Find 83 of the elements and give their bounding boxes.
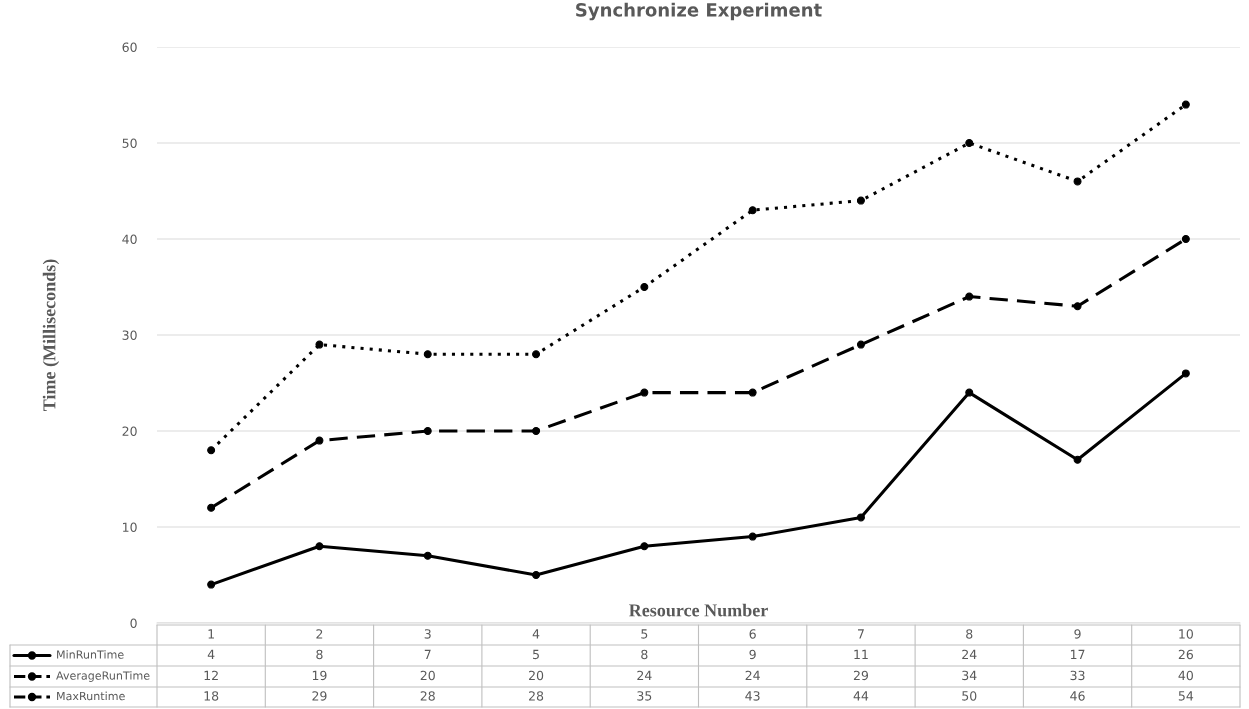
data-label: 18 — [204, 691, 219, 701]
y-axis-title: Time (Milliseconds) — [42, 259, 60, 412]
point — [423, 551, 432, 560]
x-tick-label: 3 — [424, 629, 431, 639]
x-axis-title: Resource Number — [629, 603, 768, 617]
data-label: 50 — [962, 691, 977, 701]
point — [965, 388, 974, 397]
data-label: 24 — [637, 670, 652, 680]
data-label: 34 — [962, 670, 977, 681]
legend-label: AverageRunTime — [56, 671, 150, 682]
data-label: 35 — [637, 691, 652, 701]
y-tick-label: 20 — [122, 426, 137, 436]
point — [532, 427, 541, 435]
data-label: 4 — [207, 649, 215, 659]
x-tick-label: 7 — [858, 629, 864, 639]
x-tick-label: 4 — [532, 629, 540, 639]
data-label: 44 — [853, 691, 869, 701]
data-label: 12 — [204, 670, 218, 680]
data-label: 17 — [1070, 649, 1085, 659]
point — [856, 196, 865, 205]
data-label: 28 — [529, 691, 544, 701]
y-tick-label: 50 — [122, 138, 137, 148]
point — [532, 350, 541, 359]
point — [315, 436, 324, 445]
point — [1181, 235, 1190, 243]
data-label: 24 — [745, 670, 760, 680]
y-tick-label: 60 — [122, 42, 137, 52]
data-label: 20 — [529, 670, 544, 681]
point — [856, 340, 865, 349]
point — [640, 542, 649, 551]
legend-label: MaxRuntime — [57, 691, 125, 701]
point — [965, 292, 974, 301]
data-label: 5 — [533, 649, 539, 660]
point — [207, 580, 216, 589]
point — [315, 542, 324, 551]
point — [423, 427, 432, 435]
point — [856, 513, 865, 522]
point — [748, 206, 757, 215]
data-label: 8 — [316, 649, 323, 660]
point — [965, 139, 974, 147]
x-tick-label: 2 — [316, 629, 323, 639]
legend-label: MinRunTime — [57, 650, 124, 659]
chart-title: Synchronize Experiment — [576, 2, 822, 21]
point — [748, 532, 757, 541]
data-label: 19 — [312, 670, 327, 681]
y-tick-label: 30 — [122, 330, 137, 340]
data-label: 20 — [420, 670, 435, 681]
x-tick-label: 6 — [749, 629, 756, 639]
data-label: 33 — [1070, 670, 1085, 681]
data-label: 40 — [1178, 670, 1193, 681]
data-label: 29 — [853, 670, 869, 681]
point — [207, 503, 216, 512]
data-label: 7 — [424, 649, 431, 659]
point — [748, 388, 757, 397]
point — [640, 283, 649, 291]
y-tick-label: 0 — [130, 618, 137, 628]
y-tick-label: 10 — [123, 522, 137, 532]
data-label: 24 — [962, 649, 977, 659]
data-label: 11 — [854, 649, 868, 659]
data-label: 29 — [312, 691, 327, 701]
point — [1073, 177, 1082, 186]
point — [532, 571, 541, 579]
point — [423, 350, 432, 359]
x-tick-label: 8 — [966, 629, 973, 639]
point — [207, 446, 216, 455]
x-tick-label: 5 — [641, 629, 648, 639]
data-label: 54 — [1178, 691, 1194, 701]
data-label: 26 — [1178, 649, 1194, 660]
data-label: 28 — [420, 691, 435, 701]
x-tick-label: 9 — [1074, 629, 1081, 639]
data-label: 8 — [641, 649, 648, 660]
point — [1073, 455, 1082, 464]
point — [1181, 100, 1190, 109]
x-tick-label: 1 — [208, 629, 214, 639]
data-label: 46 — [1070, 691, 1085, 701]
x-tick-label: 10 — [1179, 629, 1193, 639]
point — [315, 340, 324, 349]
point — [1073, 302, 1082, 311]
point — [1181, 369, 1190, 378]
data-label: 9 — [749, 649, 756, 660]
y-tick-label: 40 — [122, 234, 137, 244]
point — [640, 388, 649, 397]
data-label: 43 — [745, 691, 760, 701]
